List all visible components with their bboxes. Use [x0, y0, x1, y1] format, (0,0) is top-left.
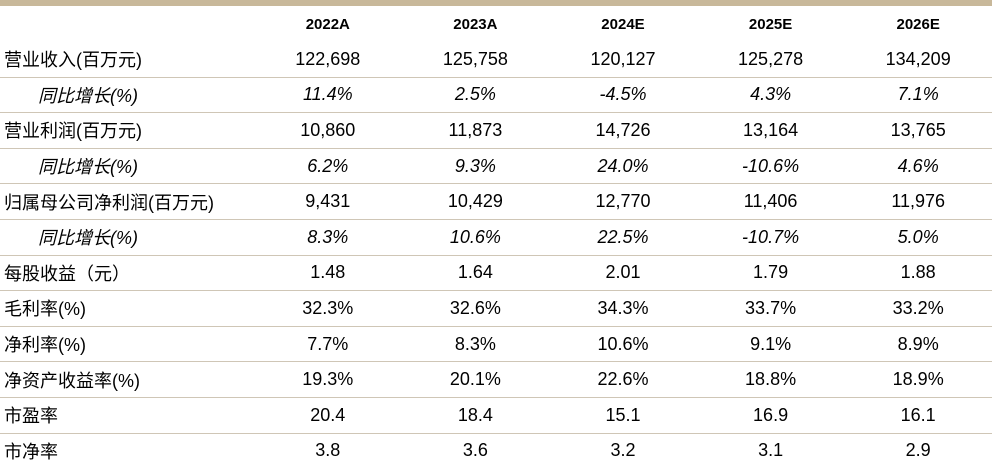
row-label: 同比增长(%) [0, 148, 254, 185]
year-header: 2022A [305, 15, 350, 33]
header-row: 2022A 2023A 2024E 2025E 2026E [0, 6, 992, 42]
table-row: 营业利润(百万元) 10,860 11,873 14,726 13,164 13,765 [0, 112, 992, 149]
value-cell: 20.1% [401, 361, 550, 398]
value-cell: 3.6 [462, 440, 488, 461]
value-cell: 24.0% [549, 148, 697, 185]
table-row: 归属母公司净利润(百万元) 9,431 10,429 12,770 11,406 11,9… [0, 183, 992, 220]
value-cell: 32.6% [401, 290, 550, 327]
row-label: 净利率(%) [0, 326, 254, 363]
value-cell: 18.8% [696, 361, 845, 398]
value-cell: 10,860 [254, 112, 402, 149]
value-cell: 1.88 [844, 255, 992, 292]
value-cell: 11.4% [254, 77, 402, 114]
value-cell: 125,278 [696, 42, 845, 78]
value-cell: 16.1 [844, 397, 992, 434]
value-cell: 2.9 [905, 440, 931, 461]
row-label: 毛利率(%) [0, 290, 254, 327]
value-cell: 11,873 [401, 112, 550, 149]
value-cell: 7.1% [844, 77, 992, 114]
growth-row: 同比增长(%) 8.3% 10.6% 22.5% -10.7% 5.0% [0, 219, 992, 256]
value-cell: 18.4 [401, 397, 550, 434]
row-label: 每股收益（元） [0, 255, 254, 292]
year-header: 2025E [748, 15, 793, 33]
row-label: 归属母公司净利润(百万元) [0, 183, 254, 220]
value-cell: 6.2% [254, 148, 402, 185]
row-label: 市净率 [4, 441, 58, 462]
table-row: 市净率 3.8 3.6 3.2 3.1 2.9 [0, 433, 992, 468]
value-cell: 8.9% [844, 326, 992, 363]
value-cell: 20.4 [254, 397, 402, 434]
row-label: 同比增长(%) [0, 219, 254, 256]
table-row: 每股收益（元） 1.48 1.64 2.01 1.79 1.88 [0, 255, 992, 292]
value-cell: 3.8 [315, 440, 341, 461]
value-cell: 4.3% [696, 77, 845, 114]
value-cell: 22.6% [549, 361, 697, 398]
table-header: 2022A 2023A 2024E 2025E 2026E [0, 6, 992, 42]
value-cell: 11,976 [844, 183, 992, 220]
table-row: 市盈率 20.4 18.4 15.1 16.9 16.1 [0, 397, 992, 434]
value-cell: 18.9% [844, 361, 992, 398]
value-cell: 16.9 [696, 397, 845, 434]
year-header: 2024E [601, 15, 645, 33]
value-cell: 10,429 [401, 183, 550, 220]
value-cell: 122,698 [254, 42, 402, 78]
value-cell: 10.6% [549, 326, 697, 363]
financial-forecast-table: 2022A 2023A 2024E 2025E 2026E 营业收入(百万元) 1… [0, 6, 992, 468]
header-accent-bar [0, 0, 992, 6]
value-cell: 4.6% [844, 148, 992, 185]
value-cell: 1.48 [254, 255, 402, 292]
value-cell: 8.3% [254, 219, 402, 256]
value-cell: 5.0% [844, 219, 992, 256]
value-cell: 33.7% [696, 290, 845, 327]
table-row: 营业收入(百万元) 122,698 125,758 120,127 125,278 134… [0, 42, 992, 78]
value-cell: 2.01 [549, 255, 697, 292]
value-cell: 8.3% [401, 326, 550, 363]
value-cell: 3.1 [758, 440, 784, 461]
row-label: 营业收入(百万元) [0, 42, 254, 78]
value-cell: 3.2 [610, 440, 636, 461]
table-row: 净资产收益率(%) 19.3% 20.1% 22.6% 18.8% 18.9% [0, 361, 992, 398]
value-cell: 2.5% [401, 77, 550, 114]
header-blank-cell [0, 6, 254, 42]
table-body: 营业收入(百万元) 122,698 125,758 120,127 125,278 134… [0, 42, 992, 468]
value-cell: 15.1 [549, 397, 697, 434]
growth-row: 同比增长(%) 6.2% 9.3% 24.0% -10.6% 4.6% [0, 148, 992, 185]
row-label: 净资产收益率(%) [0, 361, 254, 398]
year-header: 2026E [896, 15, 940, 33]
value-cell: 9.3% [401, 148, 550, 185]
row-label: 同比增长(%) [0, 77, 254, 114]
value-cell: 32.3% [254, 290, 402, 327]
value-cell: 1.79 [696, 255, 845, 292]
value-cell: 19.3% [254, 361, 402, 398]
table-row: 净利率(%) 7.7% 8.3% 10.6% 9.1% 8.9% [0, 326, 992, 363]
row-label: 营业利润(百万元) [0, 112, 254, 149]
value-cell: 134,209 [844, 42, 992, 78]
table-row: 毛利率(%) 32.3% 32.6% 34.3% 33.7% 33.2% [0, 290, 992, 327]
year-header: 2023A [453, 15, 498, 33]
value-cell: -4.5% [549, 77, 697, 114]
value-cell: 120,127 [549, 42, 697, 78]
value-cell: 9,431 [254, 183, 402, 220]
value-cell: 11,406 [696, 183, 845, 220]
value-cell: 10.6% [401, 219, 550, 256]
value-cell: 34.3% [549, 290, 697, 327]
value-cell: 125,758 [401, 42, 550, 78]
row-label: 市盈率 [0, 397, 254, 434]
value-cell: 14,726 [549, 112, 697, 149]
value-cell: -10.6% [696, 148, 845, 185]
growth-row: 同比增长(%) 11.4% 2.5% -4.5% 4.3% 7.1% [0, 77, 992, 114]
value-cell: 1.64 [401, 255, 550, 292]
value-cell: 13,164 [696, 112, 845, 149]
value-cell: 33.2% [844, 290, 992, 327]
value-cell: 12,770 [549, 183, 697, 220]
value-cell: 9.1% [696, 326, 845, 363]
value-cell: -10.7% [696, 219, 845, 256]
value-cell: 22.5% [549, 219, 697, 256]
value-cell: 13,765 [844, 112, 992, 149]
value-cell: 7.7% [254, 326, 402, 363]
